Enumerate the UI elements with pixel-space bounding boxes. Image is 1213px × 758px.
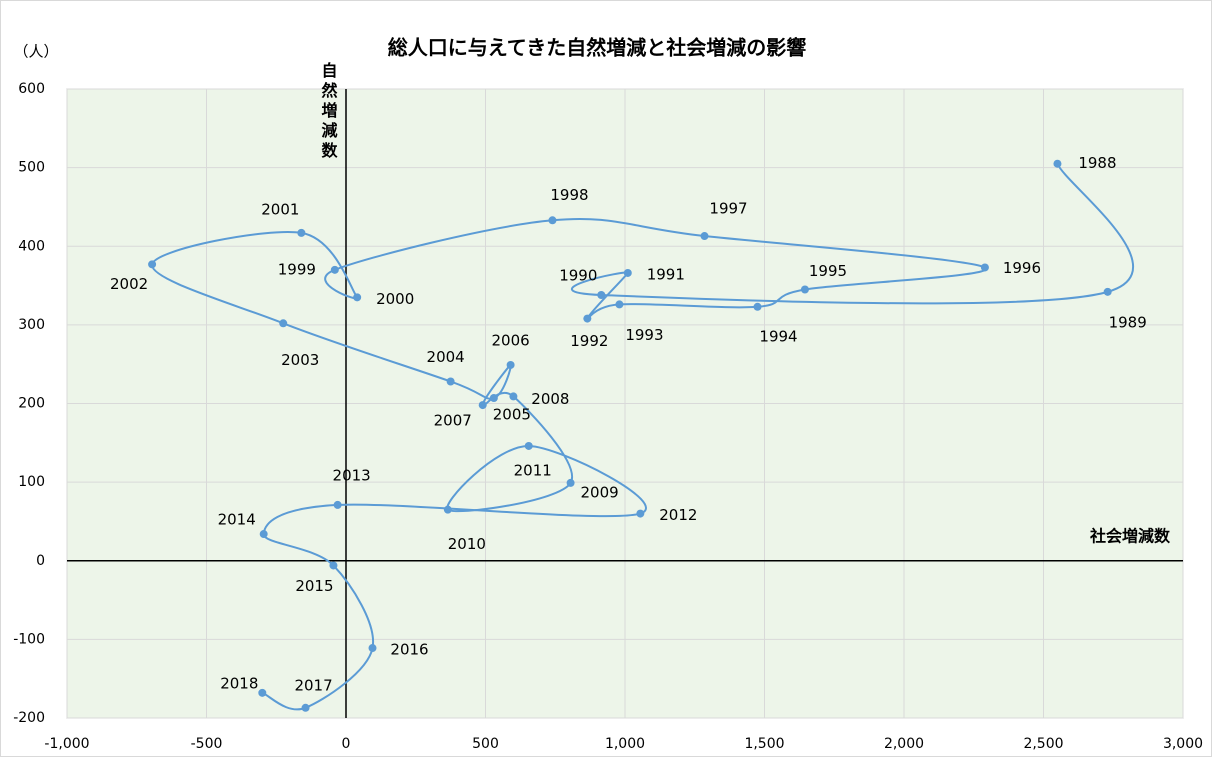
point-label: 2016 — [390, 641, 428, 659]
point-label: 2006 — [492, 331, 530, 349]
x-tick-label: 0 — [342, 736, 351, 752]
point-label: 2010 — [448, 535, 486, 553]
y-tick-label: 200 — [18, 396, 45, 412]
y-tick-label: 0 — [36, 553, 45, 569]
data-point — [301, 703, 310, 712]
point-label: 1988 — [1078, 154, 1116, 172]
point-label: 2008 — [531, 390, 569, 408]
data-point — [297, 228, 306, 237]
y-tick-label: 300 — [18, 317, 45, 333]
chart-title: 総人口に与えてきた自然増減と社会増減の影響 — [388, 36, 806, 60]
data-point — [566, 478, 575, 487]
data-point — [329, 561, 338, 570]
point-label: 1991 — [647, 265, 685, 283]
data-point — [509, 392, 518, 401]
data-point — [506, 360, 515, 369]
point-label: 2007 — [434, 412, 472, 430]
point-label: 2001 — [261, 200, 299, 218]
data-point — [1103, 287, 1112, 296]
point-label: 2013 — [333, 466, 371, 484]
data-point — [524, 441, 533, 450]
data-point — [443, 505, 452, 514]
x-axis-title: 社会増減数 — [1089, 526, 1171, 545]
y-tick-label: -100 — [13, 631, 45, 647]
point-label: 1994 — [759, 327, 797, 345]
data-point — [258, 688, 267, 697]
x-tick-label: 2,000 — [884, 736, 924, 752]
point-label: 2014 — [218, 511, 256, 529]
point-label: 2017 — [294, 676, 332, 694]
data-point — [1053, 159, 1062, 168]
point-label: 2009 — [581, 483, 619, 501]
y-axis-title: 自然増減数 — [319, 61, 338, 162]
point-label: 2002 — [110, 275, 148, 293]
x-tick-label: -1,000 — [44, 736, 89, 752]
data-point — [446, 377, 455, 386]
point-label: 1996 — [1003, 259, 1041, 277]
point-label: 2015 — [295, 577, 333, 595]
x-tick-label: -500 — [191, 736, 223, 752]
point-label: 2012 — [659, 506, 697, 524]
point-label: 2000 — [376, 290, 414, 308]
data-point — [548, 216, 557, 225]
data-point — [279, 319, 288, 328]
x-tick-label: 2,500 — [1023, 736, 1063, 752]
data-point — [636, 509, 645, 518]
point-label: 1993 — [625, 326, 663, 344]
point-label: 2005 — [493, 405, 531, 423]
point-label: 2004 — [427, 348, 465, 366]
x-tick-label: 3,000 — [1163, 736, 1203, 752]
point-label: 1997 — [709, 200, 747, 218]
data-point — [368, 644, 377, 653]
data-point — [753, 302, 762, 311]
data-point — [615, 300, 624, 309]
point-label: 1990 — [559, 266, 597, 284]
y-tick-label: 600 — [18, 81, 45, 97]
y-tick-label: 500 — [18, 160, 45, 176]
x-tick-label: 1,000 — [605, 736, 645, 752]
data-point — [800, 285, 809, 294]
y-tick-label: 100 — [18, 474, 45, 490]
point-label: 1995 — [809, 262, 847, 280]
point-label: 1999 — [278, 260, 316, 278]
point-label: 2018 — [220, 674, 258, 692]
data-point — [330, 265, 339, 274]
data-point — [980, 263, 989, 272]
data-point — [489, 393, 498, 402]
point-label: 2011 — [514, 461, 552, 479]
data-point — [700, 232, 709, 241]
data-point — [583, 314, 592, 323]
y-tick-label: 400 — [18, 238, 45, 254]
x-tick-label: 1,500 — [744, 736, 784, 752]
data-point — [148, 260, 157, 269]
point-label: 1989 — [1109, 313, 1147, 331]
point-label: 2003 — [281, 351, 319, 369]
data-point — [623, 268, 632, 277]
point-label: 1992 — [570, 332, 608, 350]
data-point — [333, 500, 342, 509]
point-label: 1998 — [550, 186, 588, 204]
unit-label: （人） — [13, 43, 58, 61]
data-point — [259, 530, 268, 539]
y-tick-label: -200 — [13, 710, 45, 726]
data-point — [353, 293, 362, 302]
x-tick-label: 500 — [472, 736, 499, 752]
data-point — [597, 290, 606, 299]
data-point — [478, 401, 487, 410]
